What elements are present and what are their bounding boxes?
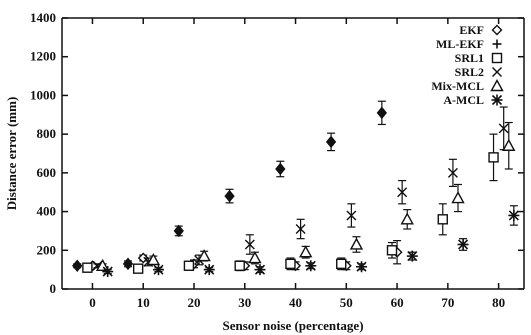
legend-entry: A-MCL — [443, 93, 503, 107]
legend-entry: EKF — [459, 23, 503, 37]
data-point — [457, 238, 469, 250]
data-point — [102, 266, 114, 278]
series-ml-ekf — [72, 100, 387, 273]
y-tick-label: 600 — [37, 165, 57, 180]
data-point — [451, 191, 465, 204]
legend-entry: SRL2 — [455, 65, 502, 79]
x-tick-label: 0 — [89, 295, 96, 310]
data-point — [132, 263, 144, 274]
marker-stroke — [295, 223, 306, 234]
marker-stroke — [498, 123, 509, 134]
legend-label: SRL2 — [455, 65, 484, 79]
x-tick-label: 60 — [391, 295, 404, 310]
x-tick-label: 10 — [137, 295, 150, 310]
y-tick-label: 1200 — [30, 49, 56, 64]
series-srl1 — [82, 133, 499, 274]
data-point — [325, 135, 337, 149]
y-tick-label: 1400 — [30, 10, 56, 25]
x-tick-label: 30 — [238, 295, 251, 310]
data-point — [152, 264, 164, 276]
legend-entry: Mix-MCL — [431, 79, 504, 93]
legend-entry: ML-EKF — [436, 37, 502, 51]
data-point — [356, 261, 368, 273]
marker-stroke — [346, 210, 357, 221]
data-point — [376, 106, 387, 120]
marker-stroke — [492, 67, 502, 77]
y-tick-label: 0 — [50, 281, 57, 296]
data-point — [72, 259, 83, 273]
y-axis-label: Distance error (mm) — [4, 97, 19, 211]
data-point — [447, 167, 458, 178]
data-point — [224, 189, 235, 203]
legend-marker — [491, 52, 503, 64]
legend-marker — [492, 39, 502, 49]
x-tick-label: 40 — [289, 295, 302, 310]
data-point — [502, 138, 516, 151]
ticks: 0 10 20 30 40 50 60 70 8002004006008001000120014… — [30, 10, 524, 310]
series-a-mcl — [102, 205, 520, 278]
data-point — [349, 237, 364, 250]
data-point — [305, 260, 317, 272]
y-tick-label: 1000 — [30, 87, 56, 102]
x-tick-label: 20 — [188, 295, 201, 310]
data-point — [173, 224, 184, 238]
legend-marker — [491, 24, 503, 36]
data-point — [295, 223, 306, 234]
data-point — [437, 214, 448, 225]
data-point — [285, 258, 296, 270]
data-point — [397, 187, 408, 198]
data-point — [508, 209, 520, 221]
data-point — [244, 239, 255, 250]
legend-marker — [490, 79, 504, 92]
data-point — [336, 258, 347, 270]
y-tick-label: 400 — [37, 204, 57, 219]
data-point — [183, 260, 195, 271]
legend-label: ML-EKF — [436, 37, 484, 51]
data-point — [146, 253, 161, 266]
data-point — [122, 257, 134, 271]
data-point — [197, 249, 211, 262]
data-point — [82, 262, 93, 273]
data-point — [299, 245, 313, 258]
x-axis-label: Sensor noise (percentage) — [222, 318, 363, 333]
series-srl2 — [92, 106, 509, 271]
marker-stroke — [397, 187, 408, 198]
data-point — [137, 252, 149, 264]
axes — [61, 17, 525, 290]
data-point — [248, 251, 262, 264]
data-point — [488, 152, 499, 163]
marker-stroke — [244, 239, 255, 250]
data-point — [400, 212, 414, 225]
data-point — [254, 264, 266, 276]
legend-label: SRL1 — [455, 51, 484, 65]
data-marks — [72, 100, 520, 278]
legend-marker — [491, 94, 503, 106]
legend-label: Mix-MCL — [431, 79, 484, 93]
legend-label: A-MCL — [443, 93, 484, 107]
data-point — [498, 123, 509, 134]
marker-stroke — [447, 167, 458, 178]
data-point — [275, 162, 286, 176]
legend-label: EKF — [459, 23, 484, 37]
data-point — [203, 264, 215, 276]
legend-entry: SRL1 — [455, 51, 503, 65]
y-tick-label: 200 — [37, 242, 57, 257]
data-point — [95, 258, 110, 271]
data-point — [386, 245, 398, 256]
series-mix-mcl — [95, 121, 516, 271]
data-point — [406, 250, 418, 262]
data-point — [234, 260, 245, 271]
x-tick-label: 80 — [492, 295, 505, 310]
y-tick-label: 800 — [37, 126, 57, 141]
data-point — [346, 210, 357, 221]
x-tick-label: 70 — [441, 295, 454, 310]
x-tick-label: 50 — [340, 295, 353, 310]
legend-marker — [492, 67, 502, 77]
